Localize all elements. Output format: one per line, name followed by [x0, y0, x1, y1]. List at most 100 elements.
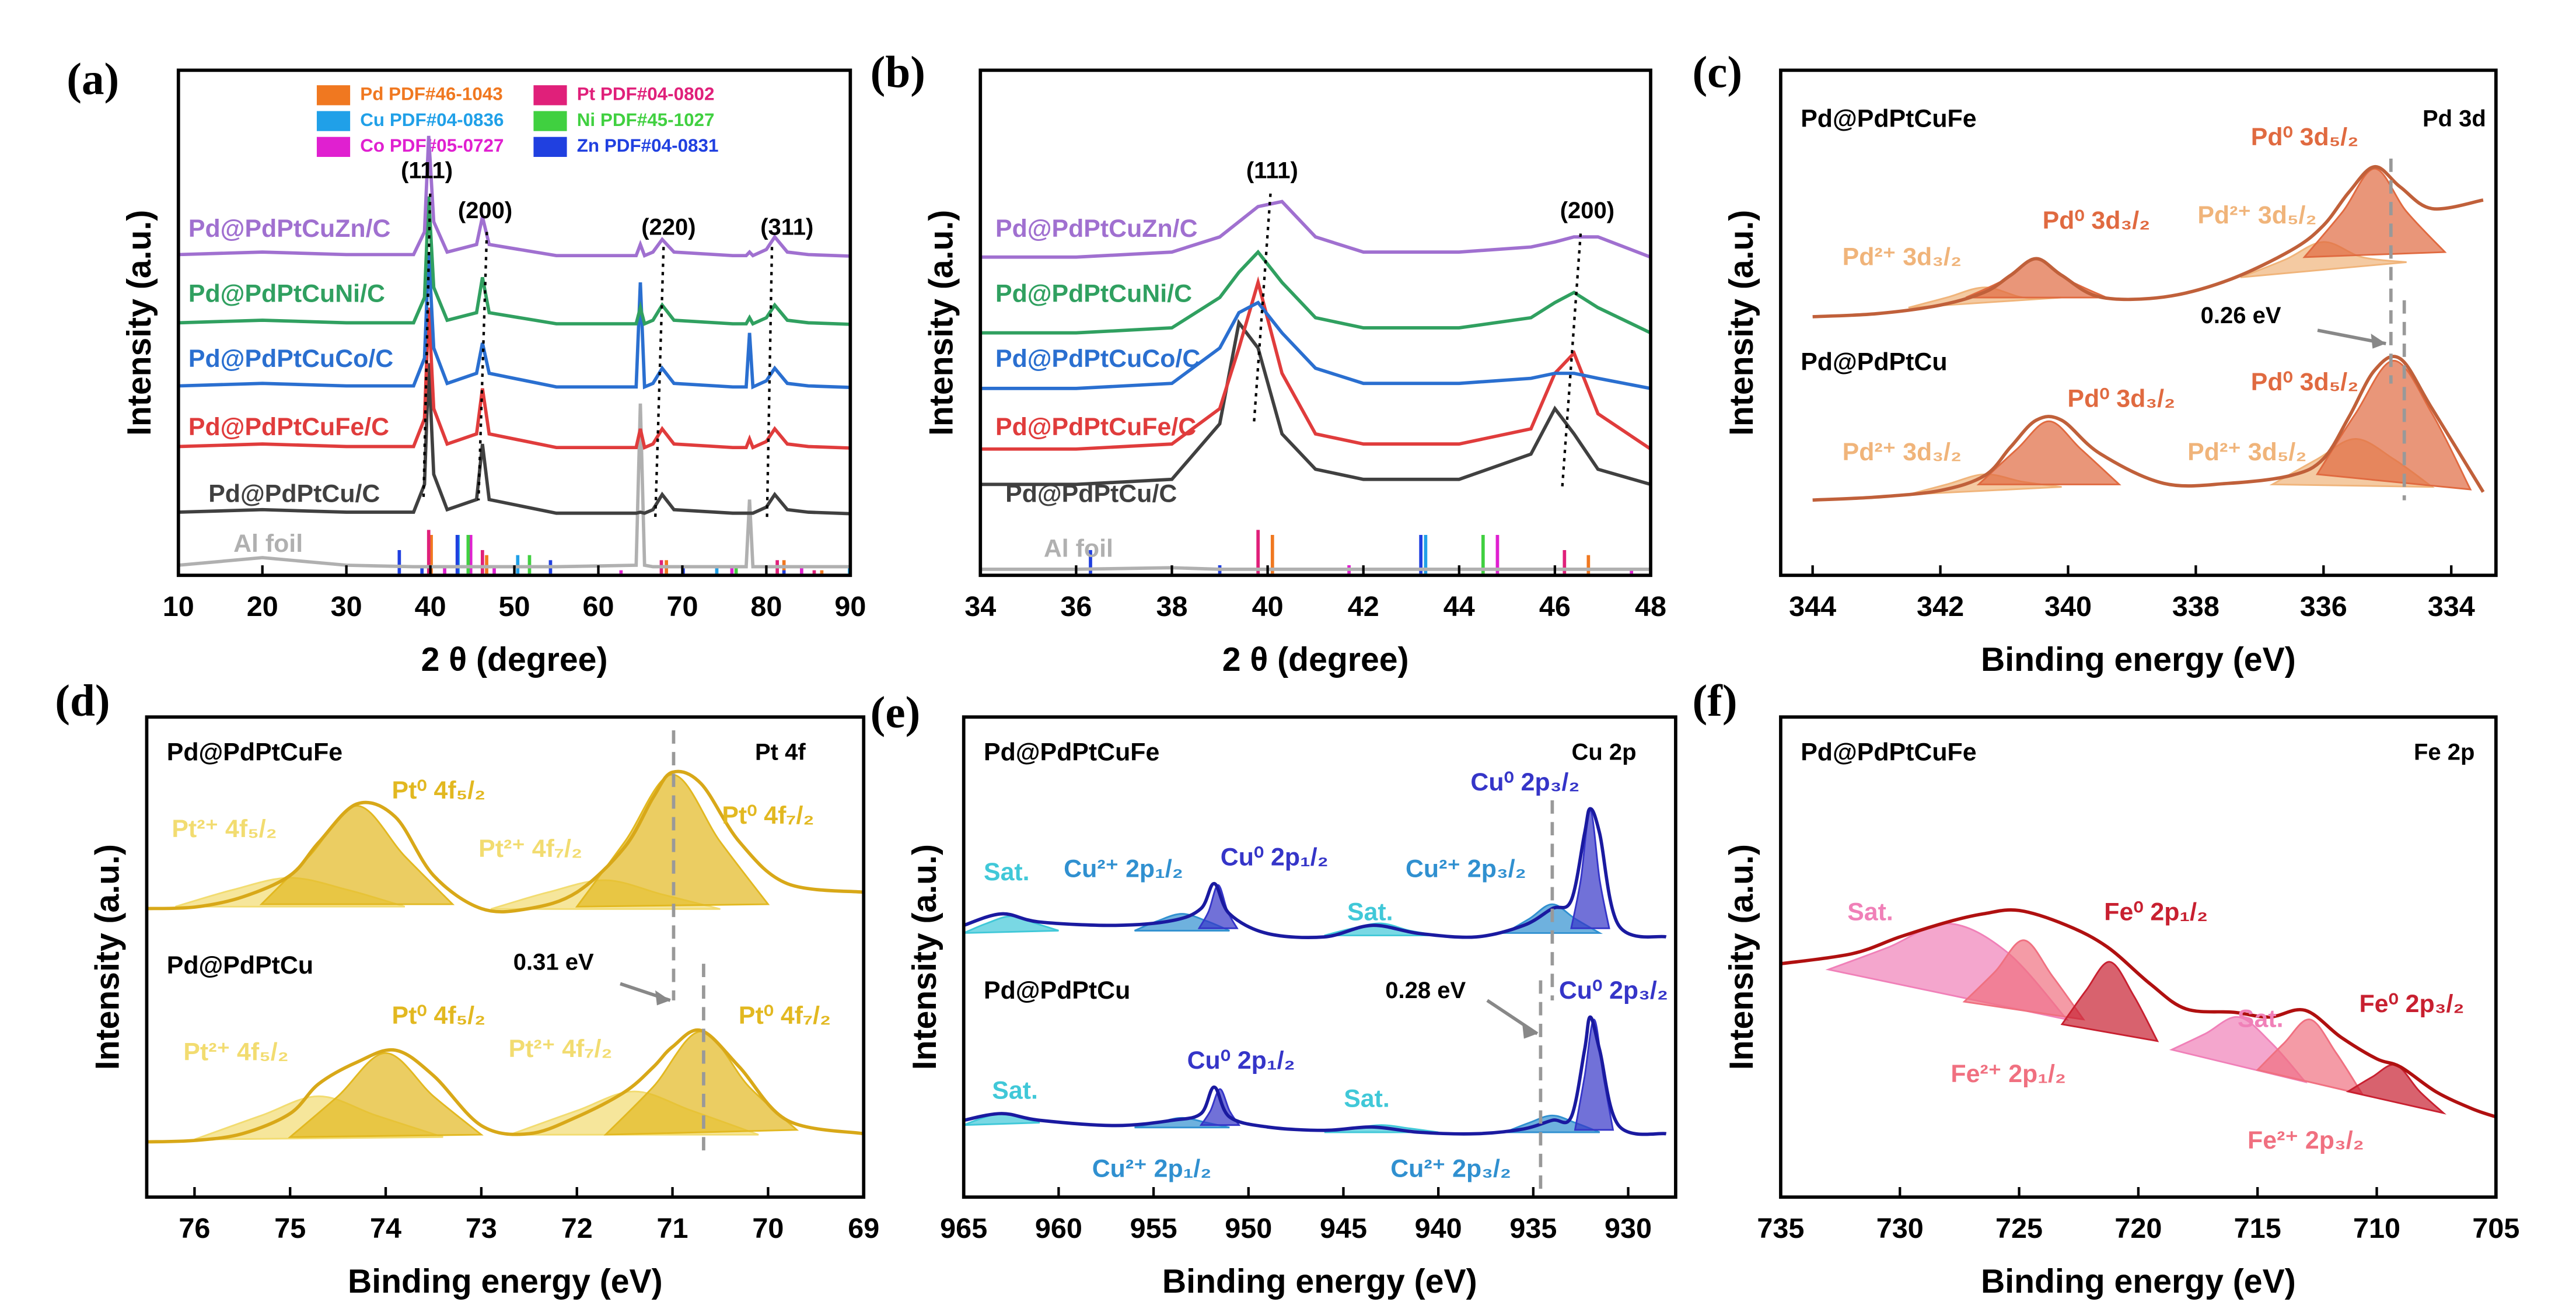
component-peak — [1976, 420, 2121, 485]
y-axis-label: Intensity (a.u.) — [121, 210, 158, 436]
x-tick-label: 342 — [1917, 591, 1964, 622]
x-tick-label: 710 — [2353, 1213, 2400, 1244]
x-tick-label: 80 — [750, 591, 782, 622]
series-label: Cu⁰ 2p₁/₂ — [1187, 1046, 1295, 1074]
x-axis-label: 2 θ (degree) — [421, 641, 608, 678]
spectrum — [146, 1028, 864, 1144]
legend-label: Co PDF#05-0727 — [360, 135, 504, 156]
series-label: Pd@PdPtCuFe — [1801, 104, 1976, 132]
series-label: Pt²⁺ 4f₇/₂ — [509, 1035, 613, 1063]
guide-line — [422, 193, 432, 501]
x-axis-label: Binding energy (eV) — [1981, 1263, 2296, 1300]
series-label: Sat. — [1847, 898, 1893, 926]
panel-label: (d) — [55, 676, 110, 726]
spectrum — [1812, 355, 2485, 502]
series-label: Pd²⁺ 3d₃/₂ — [1843, 243, 1962, 271]
legend-label: Zn PDF#04-0831 — [577, 135, 719, 156]
series-label: Pd@PdPtCu/C — [208, 480, 380, 508]
series-label: Sat. — [984, 858, 1030, 886]
series-label: Sat. — [1344, 1085, 1390, 1113]
spectrum — [178, 403, 851, 569]
x-tick-label: 965 — [940, 1213, 987, 1244]
series-label: Cu⁰ 2p₃/₂ — [1559, 977, 1668, 1005]
series-label: Pd@PdPtCuFe — [1801, 738, 1976, 766]
panel-label: (b) — [871, 47, 925, 97]
x-tick-label: 48 — [1635, 591, 1666, 622]
arrow-head — [655, 990, 670, 1006]
x-tick-label: 715 — [2234, 1213, 2281, 1244]
y-axis-label: Intensity (a.u.) — [89, 844, 127, 1070]
component-peak — [259, 804, 455, 905]
annotation: Cu 2p — [1571, 740, 1636, 765]
series-label: Pd@PdPtCuNi/C — [188, 280, 385, 308]
x-tick-label: 940 — [1415, 1213, 1462, 1244]
x-axis-label: 2 θ (degree) — [1222, 641, 1409, 678]
component-peak — [1197, 884, 1239, 929]
series-label: Cu⁰ 2p₁/₂ — [1221, 843, 1329, 871]
series-label: Fe⁰ 2p₃/₂ — [2360, 990, 2465, 1018]
series-label: Pd@PdPtCuFe — [167, 738, 342, 766]
plot-frame — [145, 715, 866, 1199]
annotation: (311) — [760, 214, 813, 240]
x-tick-label: 960 — [1035, 1213, 1082, 1244]
x-tick-label: 42 — [1348, 591, 1379, 622]
x-tick-label: 76 — [179, 1213, 210, 1244]
panel-label: (c) — [1692, 47, 1742, 97]
component-peak — [2315, 359, 2472, 491]
series-label: Pd²⁺ 3d₅/₂ — [2187, 438, 2306, 466]
guide-line — [653, 247, 665, 521]
annotation: (200) — [458, 198, 512, 223]
series-label: Pd@PdPtCu — [1801, 348, 1947, 376]
series-label: Pt²⁺ 4f₅/₂ — [183, 1038, 288, 1066]
series-label: Pd²⁺ 3d₃/₂ — [1843, 438, 1962, 466]
component-peak — [2302, 167, 2447, 258]
guide-line — [477, 232, 488, 501]
guide-line — [1252, 193, 1272, 426]
x-tick-label: 46 — [1539, 591, 1571, 622]
y-axis-label: Intensity (a.u.) — [906, 844, 943, 1070]
series-label: Pt²⁺ 4f₅/₂ — [172, 815, 277, 843]
x-tick-label: 38 — [1156, 591, 1187, 622]
spectrum — [980, 276, 1652, 451]
spectrum — [963, 807, 1667, 939]
x-axis-label: Binding energy (eV) — [1162, 1263, 1477, 1300]
x-tick-label: 50 — [499, 591, 530, 622]
series-label: Cu²⁺ 2p₁/₂ — [1064, 855, 1183, 883]
x-tick-label: 72 — [561, 1213, 593, 1244]
series-label: Cu⁰ 2p₃/₂ — [1470, 768, 1579, 796]
series-label: Pd@PdPtCu — [167, 951, 313, 979]
panel-label: (a) — [67, 54, 119, 104]
x-axis-label: Binding energy (eV) — [348, 1263, 663, 1300]
spectrum — [178, 135, 851, 258]
legend-label: Cu PDF#04-0836 — [360, 110, 504, 130]
x-tick-label: 70 — [752, 1213, 784, 1244]
spectrum — [980, 300, 1651, 390]
legend-label: Pd PDF#46-1043 — [360, 84, 503, 104]
plot-frame — [978, 68, 1652, 578]
annotation: Pt 4f — [755, 740, 806, 765]
series-label: Pd@PdPtCuFe — [984, 738, 1159, 766]
x-tick-label: 930 — [1605, 1213, 1652, 1244]
spectrum — [980, 200, 1652, 259]
spectrum — [963, 1015, 1667, 1136]
x-tick-label: 344 — [1789, 591, 1836, 622]
annotation: 0.28 eV — [1385, 978, 1466, 1003]
x-tick-label: 735 — [1757, 1213, 1804, 1244]
plot-frame — [962, 715, 1677, 1199]
x-tick-label: 725 — [1995, 1213, 2043, 1244]
annotation: 0.26 eV — [2201, 303, 2281, 328]
x-tick-label: 90 — [834, 591, 866, 622]
component-peak — [2060, 961, 2159, 1042]
series-label: Cu²⁺ 2p₃/₂ — [1406, 855, 1526, 883]
series-label: Pd²⁺ 3d₅/₂ — [2197, 201, 2316, 229]
arrow-head — [1522, 1023, 1537, 1039]
plot-frame — [1779, 68, 2498, 578]
series-label: Sat. — [2238, 1005, 2284, 1033]
series-label: Pd@PdPtCuCo/C — [995, 345, 1200, 373]
annotation: Fe 2p — [2414, 740, 2474, 765]
series-label: Cu²⁺ 2p₃/₂ — [1390, 1155, 1511, 1183]
series-label: Pd⁰ 3d₅/₂ — [2251, 368, 2358, 396]
legend-label: Ni PDF#45-1027 — [577, 110, 715, 130]
series-label: Al foil — [1044, 535, 1113, 563]
annotation: 0.31 eV — [513, 950, 594, 975]
